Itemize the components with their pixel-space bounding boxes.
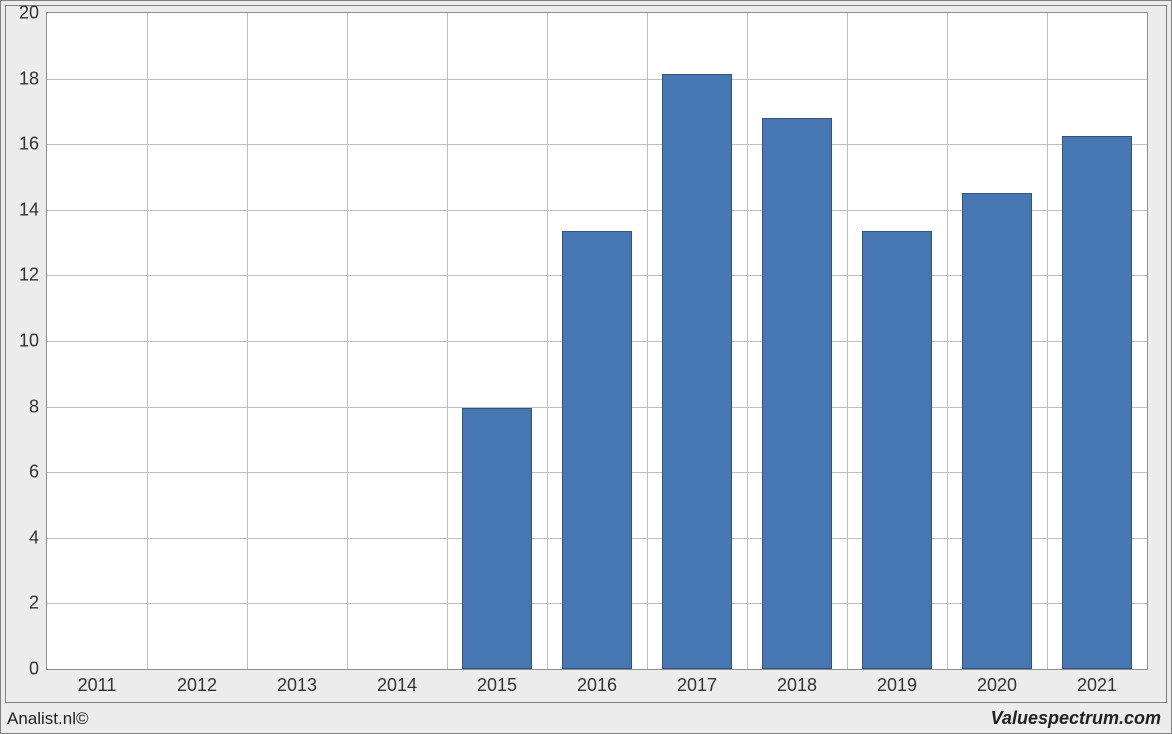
plot: 0246810121416182020112012201320142015201…	[46, 12, 1148, 670]
y-tick-label: 6	[29, 462, 47, 483]
bar-2017	[662, 74, 732, 669]
gridline-v	[747, 13, 748, 669]
y-tick-label: 20	[19, 3, 47, 24]
y-tick-label: 8	[29, 396, 47, 417]
x-tick-label: 2020	[977, 669, 1017, 696]
attribution-right: Valuespectrum.com	[991, 708, 1161, 729]
y-tick-label: 4	[29, 527, 47, 548]
gridline-v	[247, 13, 248, 669]
gridline-v	[647, 13, 648, 669]
bar-2020	[962, 193, 1032, 669]
bar-2016	[562, 231, 632, 669]
gridline-v	[547, 13, 548, 669]
x-tick-label: 2021	[1077, 669, 1117, 696]
x-tick-label: 2011	[78, 669, 117, 696]
gridline-v	[1047, 13, 1048, 669]
y-tick-label: 18	[19, 68, 47, 89]
bar-2018	[762, 118, 832, 669]
bar-2019	[862, 231, 932, 669]
x-tick-label: 2015	[477, 669, 517, 696]
gridline-v	[147, 13, 148, 669]
gridline-v	[347, 13, 348, 669]
y-tick-label: 2	[29, 593, 47, 614]
x-tick-label: 2012	[177, 669, 217, 696]
bar-2021	[1062, 136, 1132, 669]
gridline-h	[47, 79, 1147, 80]
x-tick-label: 2014	[377, 669, 417, 696]
x-tick-label: 2013	[277, 669, 317, 696]
y-tick-label: 16	[19, 134, 47, 155]
attribution-left: Analist.nl©	[7, 709, 89, 729]
chart-frame: 0 2 4 6 8 10 12 14 16 18 20 2011 2012 2013 2014 2015 201…	[0, 0, 1172, 734]
gridline-v	[447, 13, 448, 669]
gridline-v	[947, 13, 948, 669]
x-tick-label: 2019	[877, 669, 917, 696]
plot-area: 0246810121416182020112012201320142015201…	[46, 12, 1148, 670]
y-tick-label: 12	[19, 265, 47, 286]
y-tick-label: 0	[29, 659, 47, 680]
bar-2015	[462, 408, 532, 669]
x-tick-label: 2017	[677, 669, 717, 696]
x-tick-label: 2016	[577, 669, 617, 696]
y-tick-label: 10	[19, 331, 47, 352]
y-tick-label: 14	[19, 199, 47, 220]
gridline-v	[847, 13, 848, 669]
chart-inner: 0 2 4 6 8 10 12 14 16 18 20 2011 2012 2013 2014 2015 201…	[5, 5, 1167, 703]
x-tick-label: 2018	[777, 669, 817, 696]
gridline-h	[47, 144, 1147, 145]
